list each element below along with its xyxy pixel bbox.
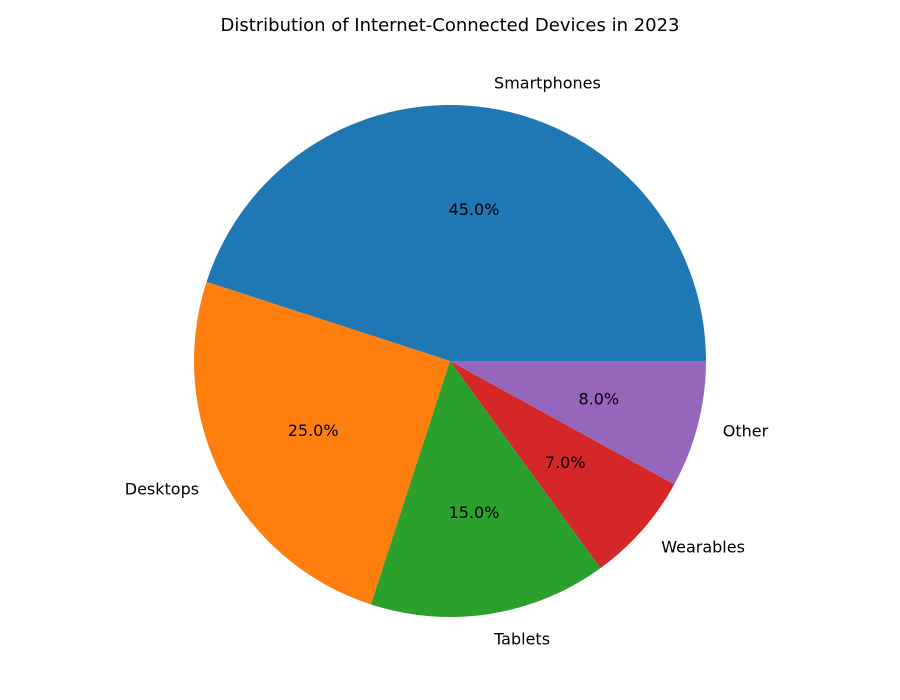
slice-label-wearables: Wearables xyxy=(661,538,745,557)
pct-label-wearables: 7.0% xyxy=(545,453,586,472)
slice-label-desktops: Desktops xyxy=(125,479,199,498)
slice-label-other: Other xyxy=(723,422,769,441)
pie-slice-other xyxy=(450,361,706,485)
slice-label-smartphones: Smartphones xyxy=(494,73,601,92)
pie-slices xyxy=(193,104,706,617)
pie-slice-smartphones xyxy=(206,104,706,361)
pct-label-tablets: 15.0% xyxy=(449,503,500,522)
chart-title: Distribution of Internet-Connected Devic… xyxy=(220,15,680,36)
pie-labels: 45.0% Smartphones 25.0% Desktops 15.0% Tablet… xyxy=(125,73,769,648)
pct-label-smartphones: 45.0% xyxy=(449,200,500,219)
pct-label-other: 8.0% xyxy=(578,390,619,409)
pie-slice-tablets xyxy=(370,361,601,617)
pie-slice-wearables xyxy=(450,361,675,569)
slice-label-tablets: Tablets xyxy=(493,630,550,649)
pie-slice-desktops xyxy=(193,281,451,605)
pct-label-desktops: 25.0% xyxy=(288,421,339,440)
